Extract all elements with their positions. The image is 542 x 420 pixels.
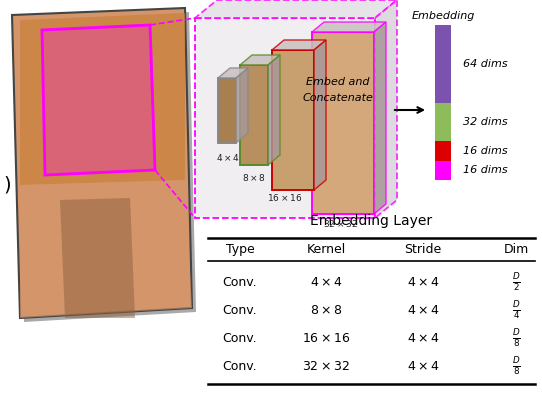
Text: 16 dims: 16 dims [456, 146, 508, 156]
Bar [435, 102, 451, 141]
Text: $16 \times 16$: $16 \times 16$ [302, 331, 350, 344]
Text: $16 \times 16$: $16 \times 16$ [267, 192, 302, 203]
Polygon shape [218, 68, 248, 78]
Text: Conv.: Conv. [223, 331, 257, 344]
Text: $8 \times 8$: $8 \times 8$ [310, 304, 342, 317]
Text: $8 \times 8$: $8 \times 8$ [242, 172, 266, 183]
Text: 16 dims: 16 dims [456, 165, 508, 175]
Text: Stride: Stride [404, 243, 442, 256]
Polygon shape [272, 40, 326, 50]
Polygon shape [60, 198, 135, 318]
Text: $\frac{D}{4}$: $\frac{D}{4}$ [512, 299, 520, 321]
Text: $32 \times 32$: $32 \times 32$ [302, 360, 350, 373]
Polygon shape [195, 18, 375, 218]
Text: ): ) [3, 176, 11, 194]
Text: $\frac{D}{2}$: $\frac{D}{2}$ [512, 271, 520, 293]
Polygon shape [272, 50, 314, 190]
Polygon shape [375, 0, 397, 218]
Text: 64 dims: 64 dims [456, 59, 508, 69]
Bar [435, 160, 451, 180]
Text: $4 \times 4$: $4 \times 4$ [309, 276, 342, 289]
Text: $4 \times 4$: $4 \times 4$ [406, 331, 439, 344]
Polygon shape [236, 68, 248, 143]
Polygon shape [312, 32, 374, 214]
Text: $\frac{D}{8}$: $\frac{D}{8}$ [512, 355, 520, 377]
Text: $4 \times 4$: $4 \times 4$ [216, 152, 240, 163]
Polygon shape [218, 78, 236, 143]
Text: $32 \times 32$: $32 \times 32$ [322, 218, 358, 229]
Polygon shape [312, 22, 386, 32]
Polygon shape [240, 65, 268, 165]
Polygon shape [374, 22, 386, 214]
Text: $4 \times 4$: $4 \times 4$ [406, 276, 439, 289]
Polygon shape [268, 55, 280, 165]
Text: Conv.: Conv. [223, 360, 257, 373]
Polygon shape [12, 8, 192, 318]
Polygon shape [20, 13, 185, 185]
Text: Embedding: Embedding [411, 11, 475, 21]
Text: $\frac{D}{8}$: $\frac{D}{8}$ [512, 327, 520, 349]
Text: Embed and: Embed and [306, 77, 370, 87]
Bar [435, 25, 451, 102]
Bar [435, 141, 451, 160]
Text: $4 \times 4$: $4 \times 4$ [406, 360, 439, 373]
Text: 32 dims: 32 dims [456, 117, 508, 127]
Text: Kernel: Kernel [306, 243, 346, 256]
Text: Dim: Dim [504, 243, 528, 256]
Text: Embedding Layer: Embedding Layer [311, 214, 433, 228]
Text: $4 \times 4$: $4 \times 4$ [406, 304, 439, 317]
Text: Type: Type [225, 243, 254, 256]
Polygon shape [314, 40, 326, 190]
Text: Conv.: Conv. [223, 276, 257, 289]
Polygon shape [20, 180, 192, 318]
Polygon shape [16, 12, 196, 322]
Polygon shape [42, 25, 155, 175]
Polygon shape [240, 55, 280, 65]
Text: Conv.: Conv. [223, 304, 257, 317]
Text: Concatenate: Concatenate [302, 93, 373, 103]
Polygon shape [195, 0, 397, 18]
